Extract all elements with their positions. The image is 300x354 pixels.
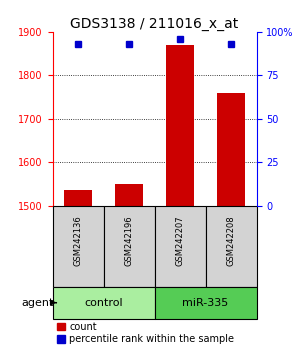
- Legend: count, percentile rank within the sample: count, percentile rank within the sample: [57, 322, 234, 344]
- Bar: [103, 206, 154, 287]
- Bar: [154, 206, 206, 287]
- Text: GSM242136: GSM242136: [74, 215, 82, 266]
- Bar: [115, 184, 143, 206]
- Text: miR-335: miR-335: [182, 298, 229, 308]
- Bar: [206, 206, 256, 287]
- Bar: [52, 287, 154, 319]
- Text: GSM242208: GSM242208: [226, 215, 236, 266]
- Title: GDS3138 / 211016_x_at: GDS3138 / 211016_x_at: [70, 17, 239, 31]
- Bar: [217, 93, 245, 206]
- Bar: [154, 287, 256, 319]
- Text: GSM242207: GSM242207: [176, 215, 184, 266]
- Text: agent: agent: [21, 298, 53, 308]
- Text: control: control: [84, 298, 123, 308]
- Bar: [64, 190, 92, 206]
- Bar: [52, 206, 104, 287]
- Bar: [166, 45, 194, 206]
- Text: GSM242196: GSM242196: [124, 215, 134, 266]
